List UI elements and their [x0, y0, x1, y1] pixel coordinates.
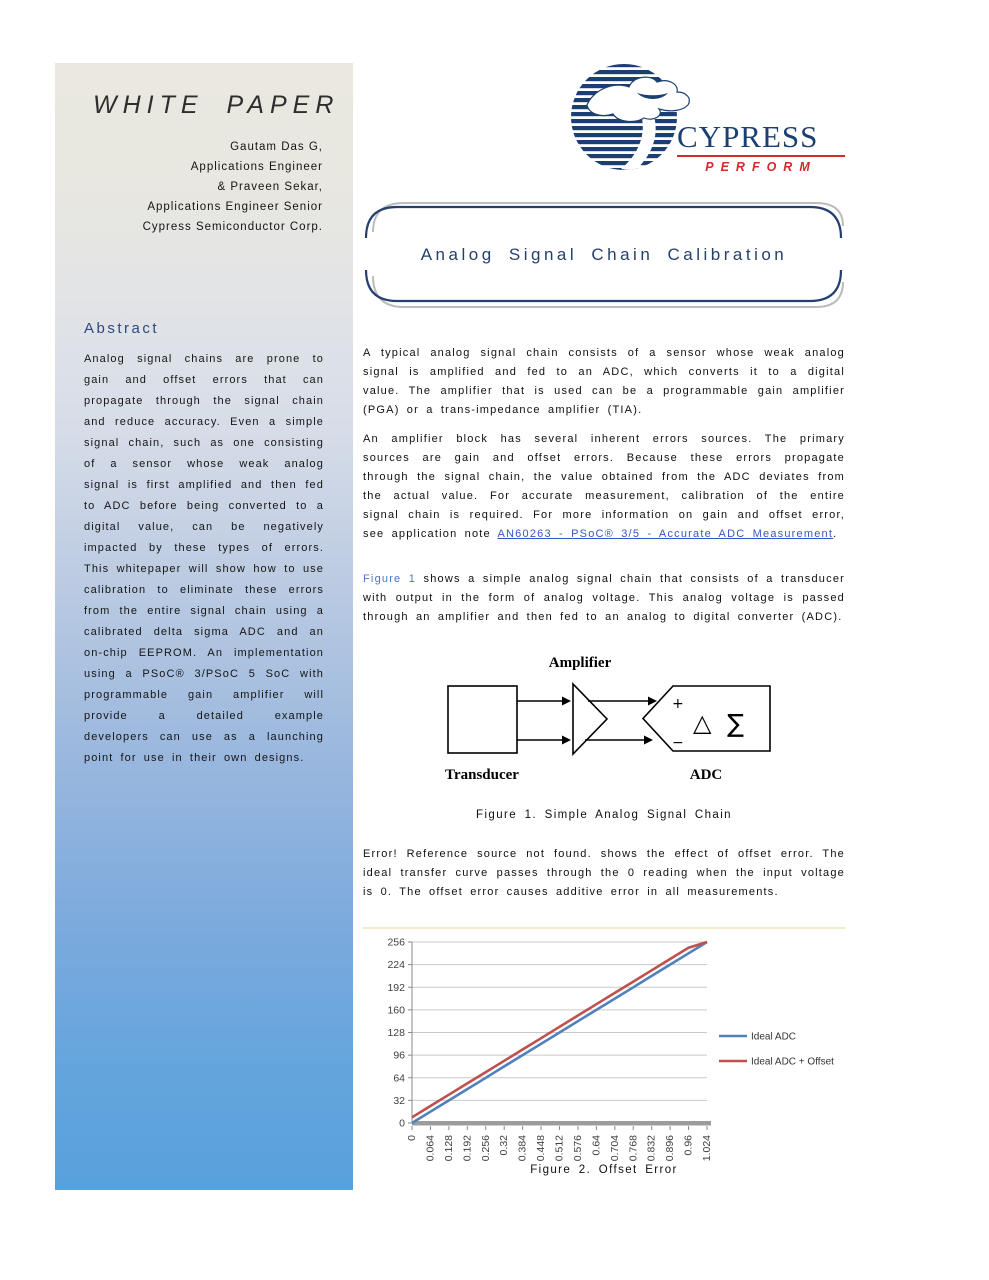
figure2-caption: Figure 2. Offset Error: [530, 1164, 678, 1176]
adc-label: ADC: [690, 767, 723, 783]
paragraph-amplifier-errors: An amplifier block has several inherent …: [363, 430, 845, 544]
x-tick-label: 0.64: [590, 1135, 602, 1156]
figure1-diagram: Amplifier Transducer + − △ ∑ ADC: [363, 648, 845, 798]
y-tick-label: 192: [387, 982, 405, 994]
main-column: CYPRESS PERFORM Analog Signal Chain Cali…: [363, 63, 845, 1223]
paragraph-text: shows a simple analog signal chain that …: [363, 573, 846, 623]
paragraph-text: .: [833, 528, 838, 540]
x-tick-label: 0.384: [517, 1135, 529, 1161]
y-tick-label: 32: [393, 1095, 405, 1107]
author-line: & Praveen Sekar,: [217, 181, 323, 193]
legend-label: Ideal ADC + Offset: [751, 1057, 834, 1068]
x-tick-label: 0.448: [535, 1135, 547, 1161]
transducer-box: [447, 685, 518, 754]
y-tick-label: 64: [393, 1072, 405, 1084]
series-line-ideal-adc: [411, 940, 708, 1125]
paragraph-signal-chain: A typical analog signal chain consists o…: [363, 347, 845, 416]
paragraph-figure1-intro: Figure 1 shows a simple analog signal ch…: [363, 570, 845, 627]
cypress-globe-icon: [571, 64, 690, 170]
title-banner: Analog Signal Chain Calibration: [363, 198, 845, 312]
amplifier-triangle: [572, 682, 609, 756]
x-tick-label: 0.704: [609, 1135, 621, 1161]
x-axis-baseline: [412, 1121, 711, 1126]
x-tick-label: 0.064: [424, 1135, 436, 1161]
page-title: Analog Signal Chain Calibration: [420, 245, 788, 264]
plus-sign: +: [672, 696, 684, 712]
x-tick-label: 0.832: [646, 1135, 658, 1161]
transducer-label: Transducer: [445, 767, 519, 783]
author-line: Applications Engineer Senior: [147, 201, 323, 213]
sigma-symbol: ∑: [727, 709, 744, 738]
x-tick-label: 0.576: [572, 1135, 584, 1161]
title-frame: [364, 202, 844, 308]
x-tick-label: 0.256: [480, 1135, 492, 1161]
series-line-ideal-adc-offset: [411, 940, 708, 1119]
author-line: Gautam Das G,: [230, 141, 323, 153]
brand-name: CYPRESS: [677, 119, 819, 154]
an60263-link[interactable]: AN60263 - PSoC® 3/5 - Accurate ADC Measu…: [497, 528, 834, 540]
brand-tagline: PERFORM: [705, 160, 817, 174]
x-tick-label: 0.768: [627, 1135, 639, 1161]
white-paper-kicker: WHITE PAPER: [93, 91, 340, 119]
x-tick-label: 0.512: [554, 1135, 566, 1161]
amplifier-label: Amplifier: [549, 655, 612, 671]
x-tick-label: 0.32: [498, 1135, 510, 1156]
adc-block: [641, 685, 771, 752]
x-tick-label: 0.896: [664, 1135, 676, 1161]
x-tick-label: 0: [406, 1135, 418, 1141]
x-tick-label: 0.96: [683, 1135, 695, 1156]
y-tick-label: 224: [387, 959, 405, 971]
x-tick-label: 0.192: [461, 1135, 473, 1161]
author-line: Applications Engineer: [190, 161, 323, 173]
paragraph-offset-error: Error! Reference source not found. shows…: [363, 848, 845, 898]
author-block: Gautam Das G, Applications Engineer & Pr…: [85, 137, 323, 237]
paragraph-text: An amplifier block has several inherent …: [363, 433, 845, 540]
y-tick-label: 0: [399, 1118, 405, 1130]
author-line: Cypress Semiconductor Corp.: [142, 221, 323, 233]
abstract-text: Analog signal chains are prone to gain a…: [84, 353, 324, 764]
y-tick-label: 160: [387, 1004, 405, 1016]
y-tick-label: 96: [393, 1050, 405, 1062]
legend-label: Ideal ADC: [751, 1032, 796, 1043]
x-tick-label: 1.024: [701, 1135, 713, 1161]
figure1-reference-link[interactable]: Figure 1: [363, 573, 417, 585]
y-tick-label: 128: [387, 1027, 405, 1039]
cypress-wordmark: CYPRESS PERFORM: [677, 121, 845, 174]
brand-rule: [677, 155, 845, 157]
arrowheads: [562, 696, 657, 745]
offset-error-chart: 0 32 64 96 128 160 192 224 256 0 0.064 0.128 0.192 0.…: [363, 927, 845, 1165]
figure1-caption: Figure 1. Simple Analog Signal Chain: [476, 809, 732, 821]
minus-sign: −: [672, 735, 684, 751]
y-tick-label: 256: [387, 937, 405, 949]
cypress-logo: CYPRESS PERFORM: [363, 63, 845, 175]
x-tick-label: 0.128: [443, 1135, 455, 1161]
abstract-heading: Abstract: [84, 320, 160, 337]
delta-symbol: △: [693, 709, 712, 737]
signal-arrows: [517, 700, 650, 741]
sidebar-panel: WHITE PAPER Gautam Das G, Applications E…: [55, 63, 353, 1190]
